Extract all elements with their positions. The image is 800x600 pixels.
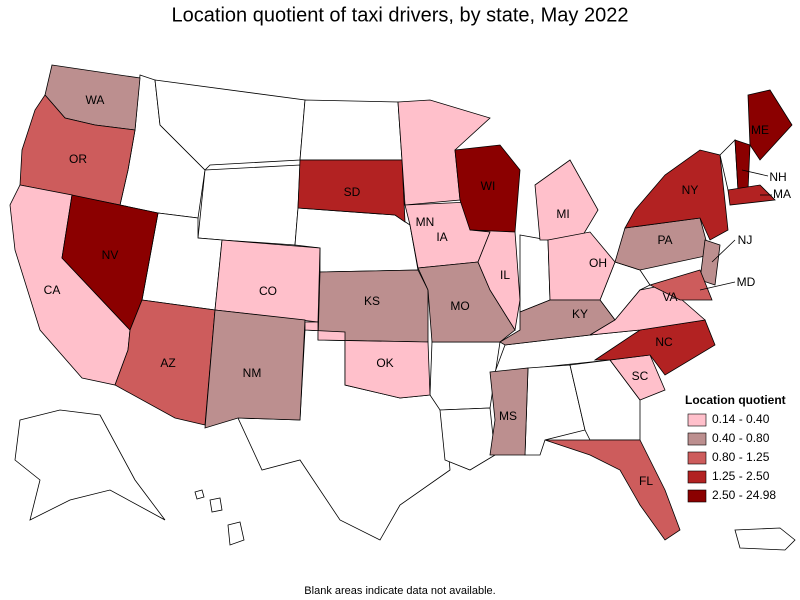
state (648, 269, 713, 301)
state-label: NJ (738, 233, 753, 247)
state-label: OK (376, 356, 393, 370)
state (547, 231, 616, 301)
legend-swatch (687, 489, 707, 503)
legend-label: 0.40 - 0.80 (712, 431, 770, 445)
state (429, 341, 501, 411)
state (19, 94, 136, 206)
state (227, 521, 245, 546)
state-label: KS (364, 294, 380, 308)
state (489, 367, 529, 456)
state-label: NV (102, 248, 119, 262)
state (544, 439, 681, 541)
leader-line (711, 239, 736, 263)
state (297, 159, 406, 223)
state (299, 99, 403, 161)
state (14, 409, 166, 521)
state (534, 159, 599, 241)
state (194, 489, 205, 500)
legend-swatch (687, 413, 707, 427)
state (519, 234, 551, 313)
state (734, 139, 751, 191)
state-label: NM (243, 366, 262, 380)
state-label: MD (737, 275, 756, 289)
state (204, 309, 306, 429)
state (727, 184, 776, 206)
state-label: MI (556, 207, 569, 221)
state-label: OR (69, 152, 87, 166)
state-label: NY (682, 183, 699, 197)
state (197, 164, 301, 246)
state-label: CA (44, 283, 61, 297)
state (734, 527, 796, 551)
state-label: WA (86, 93, 105, 107)
legend-label: 1.25 - 2.50 (712, 469, 770, 483)
state (469, 229, 521, 332)
state-label: OH (589, 256, 607, 270)
state-label: MA (773, 187, 791, 201)
leaders (699, 169, 772, 291)
state (624, 149, 729, 241)
state-label: FL (639, 474, 653, 488)
leader-line (741, 169, 769, 177)
state-label: NC (655, 335, 673, 349)
legend-title: Location quotient (685, 393, 786, 407)
state-label: KY (572, 307, 588, 321)
legend: Location quotient 0.14 - 0.40 0.40 - 0.80… (685, 393, 786, 503)
legend-swatch (687, 432, 707, 446)
footnote: Blank areas indicate data not available. (304, 585, 495, 597)
state-label: VA (662, 290, 677, 304)
state-label: WI (481, 179, 496, 193)
state (209, 497, 223, 513)
state-label: IL (500, 268, 510, 282)
legend-label: 0.14 - 0.40 (712, 412, 770, 426)
state-label: NH (769, 170, 786, 184)
state-label: CO (259, 284, 277, 298)
state-label: SD (344, 185, 361, 199)
state (439, 407, 496, 471)
leader-line (699, 281, 736, 291)
state-label: AZ (160, 356, 175, 370)
state-label: MN (416, 215, 435, 229)
state (699, 239, 721, 286)
state-label: PA (657, 233, 672, 247)
state (304, 321, 431, 399)
state-label: ME (751, 123, 769, 137)
legend-swatch (687, 470, 707, 484)
state (214, 239, 321, 323)
state (499, 299, 616, 346)
legend-swatch (687, 451, 707, 465)
legend-label: 0.80 - 1.25 (712, 450, 770, 464)
blank-states (14, 74, 796, 551)
legend-label: 2.50 - 24.98 (712, 488, 776, 502)
state-label: IA (436, 230, 447, 244)
state-label: MS (499, 409, 517, 423)
state-label: SC (632, 369, 649, 383)
state (747, 89, 793, 161)
state-label: MO (450, 299, 469, 313)
title: Location quotient of taxi drivers, by st… (172, 4, 629, 26)
